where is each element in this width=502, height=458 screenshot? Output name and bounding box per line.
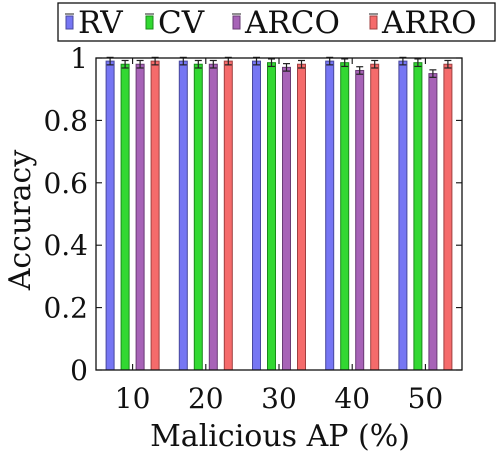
bar-rv-30	[252, 60, 261, 371]
axes-layer	[95, 57, 463, 371]
legend-box	[57, 2, 496, 42]
bar-cv-40	[340, 62, 350, 371]
bar-arro-50	[443, 63, 453, 371]
bar-arro-20	[223, 60, 233, 371]
error-bar-cv-50	[414, 58, 422, 68]
y-tick-label: 1	[70, 42, 88, 75]
bar-arco-20	[208, 63, 218, 371]
bar-cv-30	[267, 62, 276, 371]
x-tick-label: 40	[334, 382, 370, 415]
x-tick-label: 30	[261, 382, 297, 415]
legend-item-rv: RV	[65, 5, 123, 41]
y-tick-label: 0.8	[43, 104, 88, 137]
bar-cv-50	[413, 62, 423, 371]
legend-label-cv: CV	[158, 5, 205, 41]
error-bar-arco-40	[356, 66, 364, 75]
error-bar-arro-40	[371, 59, 379, 69]
bar-cv-20	[193, 63, 203, 371]
bars-layer	[105, 56, 453, 371]
bar-rv-40	[325, 60, 335, 371]
legend-swatch-rv	[65, 15, 74, 30]
error-bar-cv-20	[194, 59, 202, 69]
bar-rv-10	[105, 60, 115, 371]
bar-rv-50	[398, 60, 408, 371]
error-bar-cv-10	[121, 59, 129, 69]
legend-item-cv: CV	[145, 5, 205, 41]
y-tick-label: 0.2	[43, 292, 88, 325]
legend: RV CV ARCO ARRO	[57, 2, 496, 42]
legend-swatch-cv	[145, 15, 154, 30]
x-tick-label: 50	[408, 382, 444, 415]
bar-arco-50	[428, 73, 438, 371]
y-tick-label: 0.4	[43, 229, 88, 262]
legend-label-rv: RV	[78, 5, 123, 41]
legend-label-arro: ARRO	[381, 5, 476, 41]
error-bar-cv-40	[341, 58, 349, 68]
bar-arro-40	[370, 63, 380, 371]
bar-arco-40	[355, 69, 365, 371]
x-axis-title: Malicious AP (%)	[150, 419, 410, 454]
y-tick-label: 0.6	[43, 167, 88, 200]
x-tick-label: 20	[188, 382, 224, 415]
legend-label-arco: ARCO	[244, 5, 340, 41]
legend-swatch-arro	[369, 15, 378, 30]
x-tick-label: 10	[115, 382, 151, 415]
labels-layer: 0 0.2 0.4 0.6 0.8 1 10 20 30 40 50	[43, 42, 443, 415]
y-axis-title: Accuracy	[3, 150, 38, 292]
error-bar-arco-20	[209, 59, 217, 69]
bar-arco-30	[282, 66, 291, 371]
bar-arro-30	[297, 63, 306, 371]
legend-swatch-arco	[232, 15, 241, 30]
bar-arro-10	[150, 60, 160, 371]
error-bar-cv-30	[268, 58, 275, 68]
error-bar-arro-30	[298, 59, 305, 69]
error-bar-arco-10	[136, 59, 144, 69]
legend-item-arro: ARRO	[369, 5, 476, 41]
legend-item-arco: ARCO	[232, 5, 340, 41]
bar-arco-10	[135, 63, 145, 371]
error-bar-arco-30	[283, 63, 290, 72]
y-tick-label: 0	[70, 354, 88, 387]
bar-rv-20	[178, 60, 188, 371]
error-bar-arro-50	[444, 59, 452, 69]
error-bar-arco-50	[429, 69, 437, 78]
bar-cv-10	[120, 63, 130, 371]
